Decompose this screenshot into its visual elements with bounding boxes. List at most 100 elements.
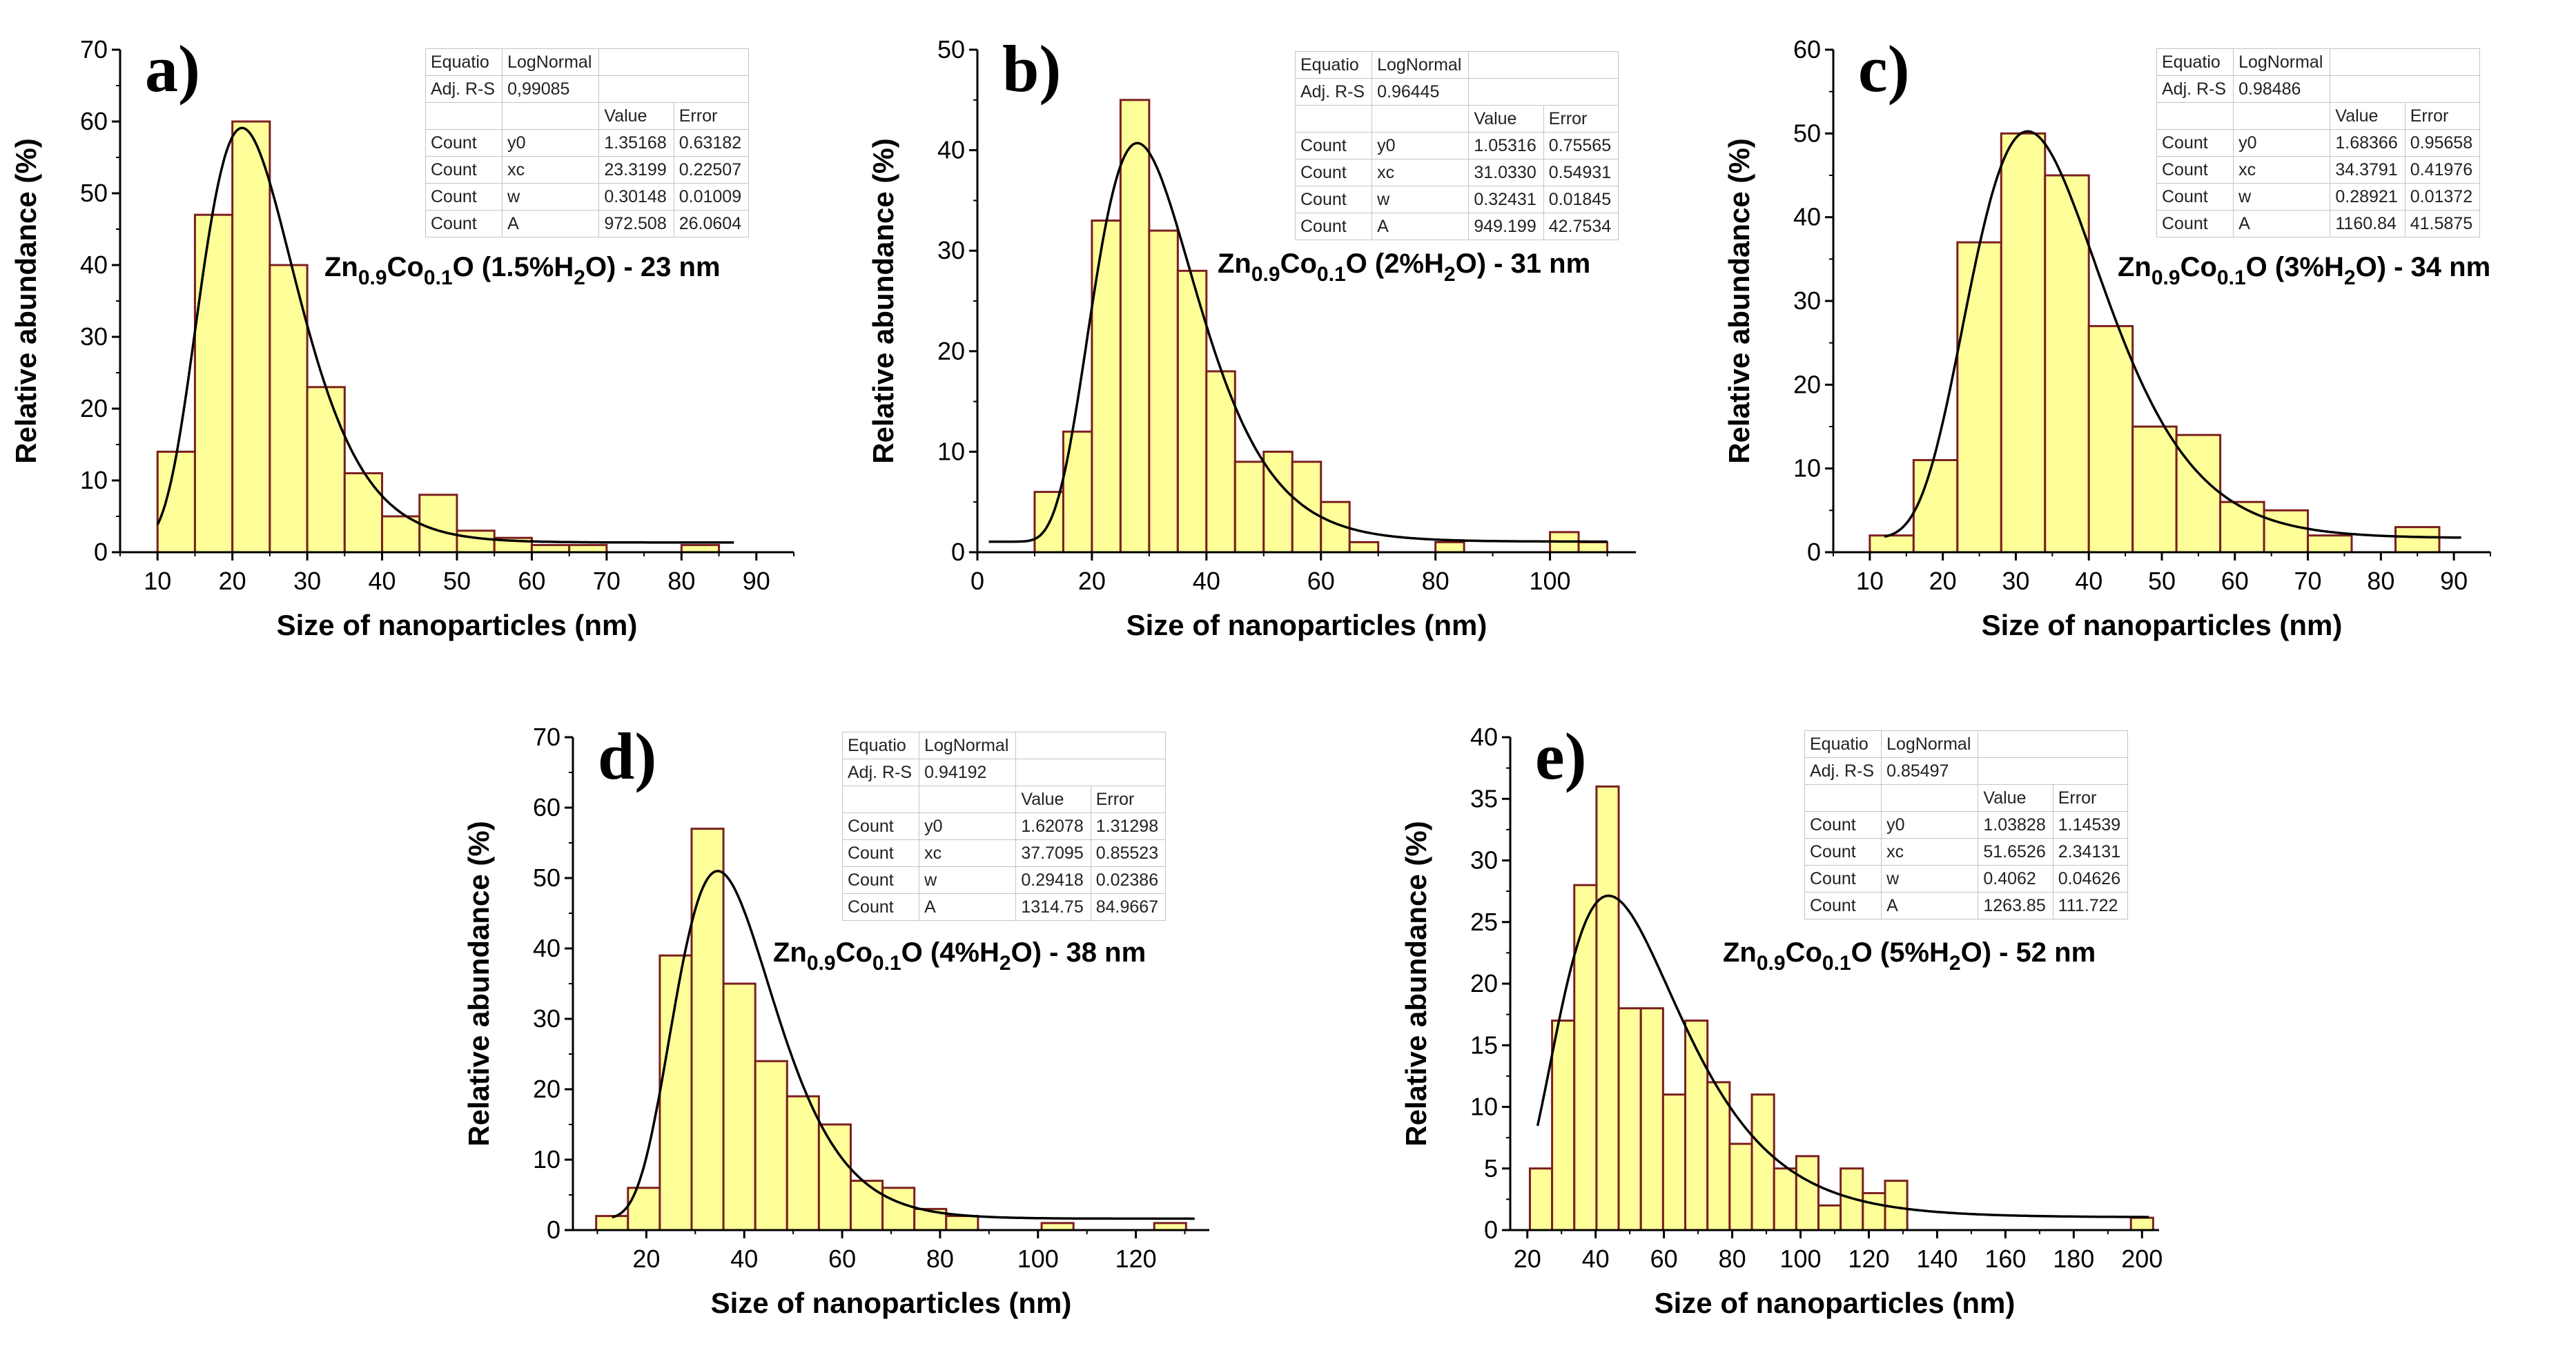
bars-c bbox=[1868, 132, 2441, 554]
bar-b-11 bbox=[1348, 540, 1380, 554]
x-axis-title-d: Size of nanoparticles (nm) bbox=[711, 1287, 1072, 1319]
bar-c-1 bbox=[1912, 459, 1959, 554]
panel-label-d: d) bbox=[598, 719, 656, 793]
chart-title-a: Zn0.9Co0.1O (1.5%H2O) - 23 nm bbox=[324, 252, 721, 289]
table-header-row: Value Error bbox=[2156, 102, 2481, 130]
x-tick-label-e: 20 bbox=[1514, 1245, 1541, 1273]
x-axis-title-e: Size of nanoparticles (nm) bbox=[1655, 1287, 2016, 1319]
y-tick-label-b: 0 bbox=[951, 538, 965, 566]
table-row: Count w 0.32431 0.01845 bbox=[1294, 186, 1619, 213]
fit-curve-c bbox=[1884, 130, 2461, 539]
fit-table-a: Equatio LogNormal Adj. R-S 0,99085 Value Er… bbox=[425, 48, 750, 237]
x-tick-label-e: 120 bbox=[1848, 1245, 1889, 1273]
bars-b bbox=[1033, 99, 1609, 554]
chart-panel-d: 0 10 20 30 40 50 60 70 20 40 60 80 100 120 Size of nan… bbox=[414, 690, 1273, 1364]
y-tick-label-d: 0 bbox=[547, 1216, 560, 1244]
x-tick-label-c: 30 bbox=[2002, 567, 2029, 595]
y-tick-label-e: 10 bbox=[1470, 1093, 1498, 1121]
table-row: Count xc 37.7095 0.85523 bbox=[841, 839, 1167, 867]
y-tick-label-d: 40 bbox=[533, 934, 560, 962]
bar-c-12 bbox=[2394, 526, 2441, 554]
x-tick-label-e: 200 bbox=[2121, 1245, 2163, 1273]
x-tick-label-b: 0 bbox=[970, 567, 984, 595]
x-tick-label-d: 60 bbox=[828, 1245, 856, 1273]
table-row: Count A 1263.85 111.722 bbox=[1804, 892, 2129, 919]
chart-title-b: Zn0.9Co0.1O (2%H2O) - 31 nm bbox=[1218, 249, 1590, 286]
bar-a-2 bbox=[231, 120, 271, 554]
y-tick-label-a: 20 bbox=[80, 394, 108, 422]
bar-e-6 bbox=[1661, 1093, 1687, 1231]
panel-label-b: b) bbox=[1002, 32, 1061, 106]
y-tick-label-c: 50 bbox=[1793, 119, 1821, 147]
x-tick-label-a: 90 bbox=[743, 567, 770, 595]
bar-b-7 bbox=[1233, 460, 1265, 554]
x-tick-label-a: 20 bbox=[219, 567, 246, 595]
fit-table-d: Equatio LogNormal Adj. R-S 0.94192 Value Er… bbox=[841, 732, 1167, 921]
y-tick-label-d: 20 bbox=[533, 1075, 560, 1103]
y-tick-label-c: 0 bbox=[1807, 538, 1821, 566]
x-tick-label-a: 50 bbox=[443, 567, 471, 595]
bar-b-14 bbox=[1434, 540, 1465, 554]
bar-b-3 bbox=[1119, 99, 1151, 554]
y-tick-label-a: 40 bbox=[80, 251, 108, 279]
x-tick-label-a: 40 bbox=[369, 567, 396, 595]
fit-table-c: Equatio LogNormal Adj. R-S 0.98486 Value Er… bbox=[2156, 48, 2481, 237]
table-row: Adj. R-S 0,99085 bbox=[425, 75, 750, 103]
table-row: Equatio LogNormal bbox=[2156, 48, 2481, 76]
y-tick-label-b: 20 bbox=[937, 337, 965, 365]
bar-d-18 bbox=[1153, 1222, 1187, 1231]
bar-e-12 bbox=[1795, 1155, 1819, 1231]
bar-e-13 bbox=[1817, 1204, 1842, 1231]
y-tick-label-c: 60 bbox=[1793, 35, 1821, 64]
x-tick-label-c: 10 bbox=[1856, 567, 1884, 595]
bar-b-2 bbox=[1091, 220, 1122, 554]
bar-d-6 bbox=[786, 1095, 820, 1231]
table-row: Count w 0.28921 0.01372 bbox=[2156, 183, 2481, 211]
x-tick-label-d: 20 bbox=[632, 1245, 660, 1273]
bar-c-2 bbox=[1956, 241, 2002, 554]
y-tick-label-b: 30 bbox=[937, 236, 965, 264]
bar-b-19 bbox=[1577, 540, 1609, 554]
x-axis-title-a: Size of nanoparticles (nm) bbox=[277, 609, 638, 641]
table-row: Count xc 34.3791 0.41976 bbox=[2156, 156, 2481, 184]
y-axis-title-c: Relative abundance (%) bbox=[1723, 138, 1755, 463]
bar-d-0 bbox=[595, 1215, 630, 1231]
y-tick-label-a: 0 bbox=[94, 538, 108, 566]
table-row: Count w 0.30148 0.01009 bbox=[425, 183, 750, 211]
x-tick-label-e: 100 bbox=[1779, 1245, 1821, 1273]
table-row: Count A 949.199 42.7534 bbox=[1294, 213, 1619, 240]
table-row: Equatio LogNormal bbox=[1294, 51, 1619, 79]
bar-d-7 bbox=[817, 1123, 852, 1231]
table-row: Count w 0.29418 0.02386 bbox=[841, 866, 1167, 894]
bar-d-4 bbox=[722, 982, 757, 1231]
x-tick-label-e: 80 bbox=[1719, 1245, 1746, 1273]
table-row: Adj. R-S 0.85497 bbox=[1804, 757, 2129, 785]
chart-title-c: Zn0.9Co0.1O (3%H2O) - 34 nm bbox=[2118, 252, 2490, 289]
x-tick-label-e: 60 bbox=[1650, 1245, 1678, 1273]
x-tick-label-b: 20 bbox=[1078, 567, 1106, 595]
x-tick-label-a: 10 bbox=[144, 567, 171, 595]
table-row: Count w 0.4062 0.04626 bbox=[1804, 865, 2129, 893]
bar-c-10 bbox=[2307, 534, 2353, 554]
x-tick-label-d: 120 bbox=[1115, 1245, 1157, 1273]
x-axis-title-b: Size of nanoparticles (nm) bbox=[1126, 609, 1487, 641]
bars-a bbox=[156, 120, 721, 554]
x-tick-label-c: 90 bbox=[2440, 567, 2468, 595]
y-tick-label-e: 0 bbox=[1484, 1216, 1498, 1244]
bar-e-2 bbox=[1573, 884, 1598, 1231]
fit-curve-d bbox=[612, 870, 1195, 1220]
table-row: Count A 1160.84 41.5875 bbox=[2156, 210, 2481, 237]
bar-c-8 bbox=[2219, 500, 2265, 554]
x-tick-label-b: 40 bbox=[1193, 567, 1220, 595]
bar-e-7 bbox=[1684, 1020, 1709, 1231]
y-axis-title-d: Relative abundance (%) bbox=[462, 821, 495, 1146]
x-tick-label-c: 70 bbox=[2294, 567, 2322, 595]
y-tick-label-c: 40 bbox=[1793, 203, 1821, 231]
table-row: Count A 972.508 26.0604 bbox=[425, 210, 750, 237]
bar-d-8 bbox=[849, 1180, 884, 1231]
table-header-row: Value Error bbox=[425, 102, 750, 130]
chart-title-d: Zn0.9Co0.1O (4%H2O) - 38 nm bbox=[773, 937, 1146, 975]
bar-c-5 bbox=[2087, 324, 2134, 554]
x-tick-label-a: 60 bbox=[518, 567, 545, 595]
bar-a-4 bbox=[306, 386, 346, 554]
